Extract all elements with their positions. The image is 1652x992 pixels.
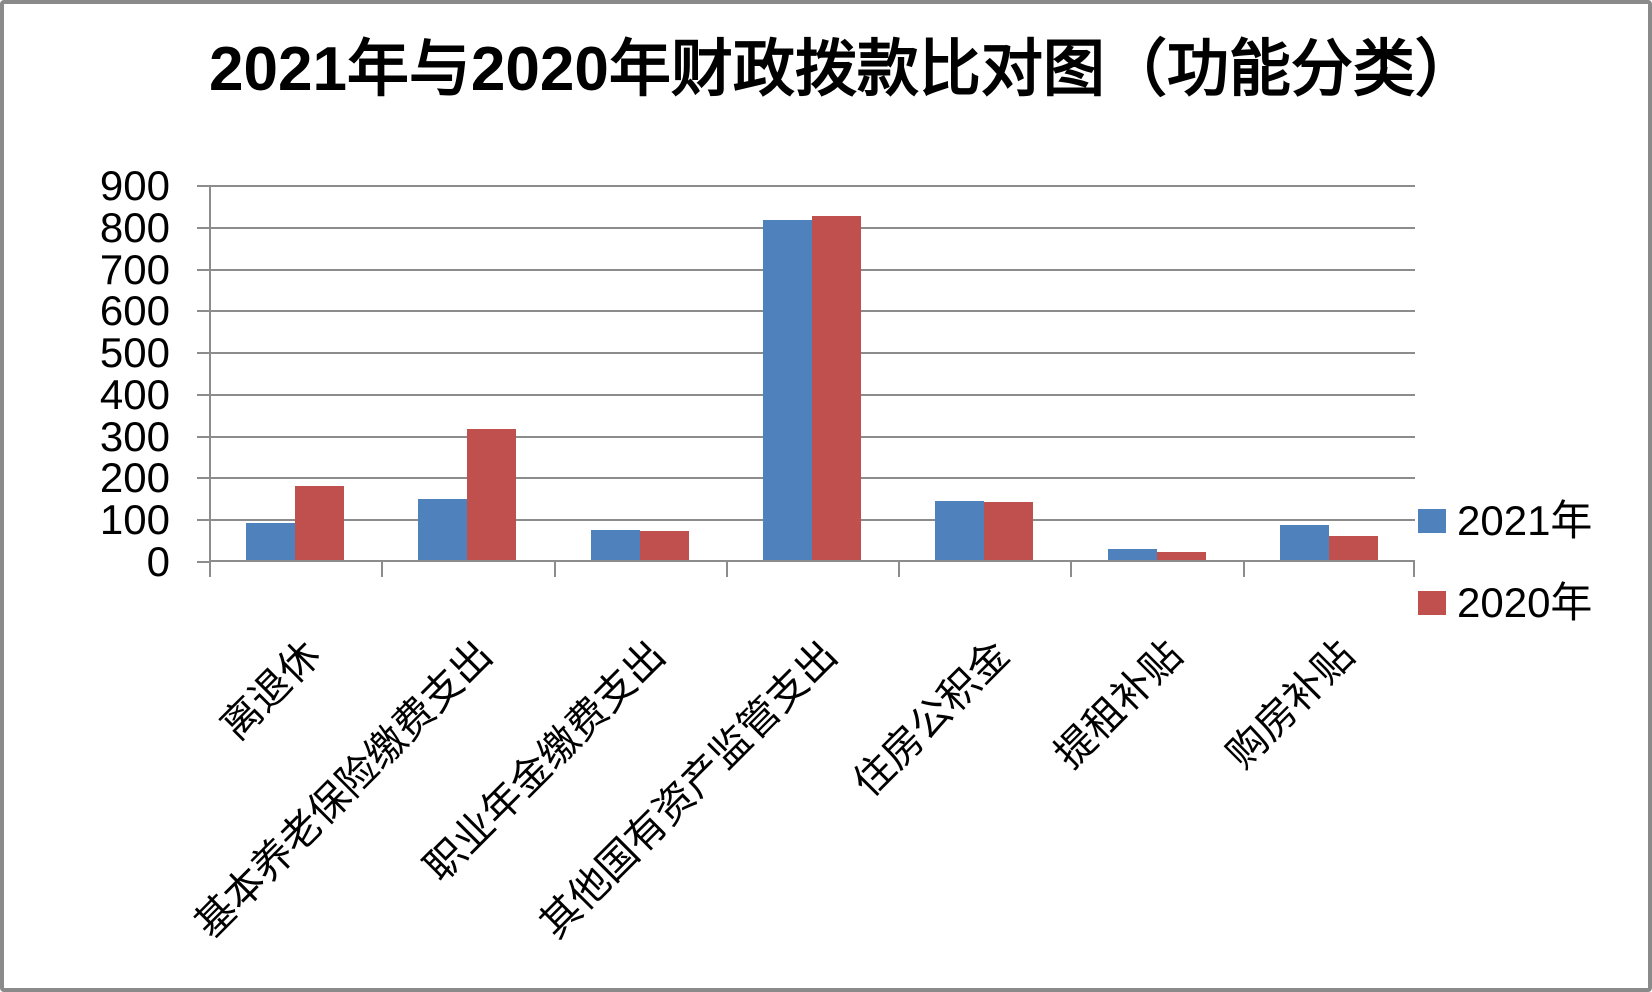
x-axis-label-0: 离退休 <box>212 632 329 749</box>
bar-series1-cat2 <box>639 531 689 560</box>
x-axis-tick-3 <box>725 562 728 577</box>
x-axis-tick-0 <box>209 562 211 577</box>
y-axis-tick-200 <box>197 477 209 480</box>
x-axis-line <box>209 560 1415 562</box>
x-axis-tick-4 <box>898 562 901 577</box>
bar-series0-cat2 <box>590 530 640 560</box>
legend-item-2021年: 2021年 <box>1418 498 1592 544</box>
legend-swatch-2021年 <box>1418 509 1446 533</box>
y-axis-tick-label-100: 100 <box>99 496 170 544</box>
legend-label-2020年: 2020年 <box>1457 579 1593 626</box>
x-axis-tick-6 <box>1242 562 1245 577</box>
y-axis-tick-label-600: 600 <box>99 287 170 335</box>
bar-series1-cat4 <box>984 501 1034 560</box>
y-axis-tick-700 <box>197 268 209 271</box>
bar-series1-cat6 <box>1328 536 1378 560</box>
x-axis-tick-2 <box>553 562 556 577</box>
bar-series1-cat1 <box>467 428 517 560</box>
y-axis-tick-900 <box>197 185 209 187</box>
y-axis-line <box>209 186 211 577</box>
bar-series0-cat1 <box>418 499 468 560</box>
x-axis-label-3: 其他国有资产监管支出 <box>531 632 846 947</box>
x-axis-label-4: 住房公积金 <box>844 632 1019 806</box>
x-axis-label-1: 基本养老保险缴费支出 <box>186 632 502 947</box>
bar-series1-cat3 <box>812 216 861 560</box>
y-axis-tick-0 <box>197 561 209 563</box>
y-axis-tick-label-700: 700 <box>99 245 170 293</box>
y-axis-tick-label-300: 300 <box>99 412 170 460</box>
x-axis-tick-1 <box>381 562 384 577</box>
legend-item-2020年: 2020年 <box>1418 580 1592 626</box>
chart-title: 2021年与2020年财政拨款比对图（功能分类） <box>209 35 1477 104</box>
x-axis-label-6: 购房补贴 <box>1217 632 1363 777</box>
bar-series1-cat5 <box>1156 551 1206 560</box>
bar-series0-cat4 <box>935 501 985 560</box>
legend-swatch-2020年 <box>1418 591 1446 615</box>
y-axis-tick-label-500: 500 <box>99 329 170 377</box>
y-axis-tick-label-400: 400 <box>99 370 170 418</box>
y-axis-tick-600 <box>197 310 209 313</box>
y-axis-tick-400 <box>197 393 209 396</box>
y-axis-tick-label-0: 0 <box>146 538 170 585</box>
bar-series0-cat0 <box>246 522 296 560</box>
y-axis-tick-100 <box>197 519 209 522</box>
x-axis-tick-5 <box>1070 562 1073 577</box>
legend-label-2021年: 2021年 <box>1457 497 1593 544</box>
y-axis-tick-label-800: 800 <box>99 203 170 251</box>
y-axis-tick-800 <box>197 226 209 229</box>
gridline-900 <box>209 185 1415 187</box>
bar-series1-cat0 <box>295 486 345 560</box>
y-axis-tick-label-900: 900 <box>99 162 170 209</box>
plot-area: 0 100 200 300 400 500 600 700 800 900 <box>100 163 1415 585</box>
y-axis-tick-label-200: 200 <box>99 454 170 502</box>
bar-series0-cat3 <box>763 220 812 560</box>
bar-series0-cat5 <box>1107 549 1157 560</box>
x-axis-label-5: 提租补贴 <box>1045 632 1191 777</box>
y-axis-tick-300 <box>197 435 209 438</box>
bar-series0-cat6 <box>1279 524 1329 560</box>
x-axis-tick-7 <box>1413 562 1415 577</box>
y-axis-tick-500 <box>197 352 209 355</box>
